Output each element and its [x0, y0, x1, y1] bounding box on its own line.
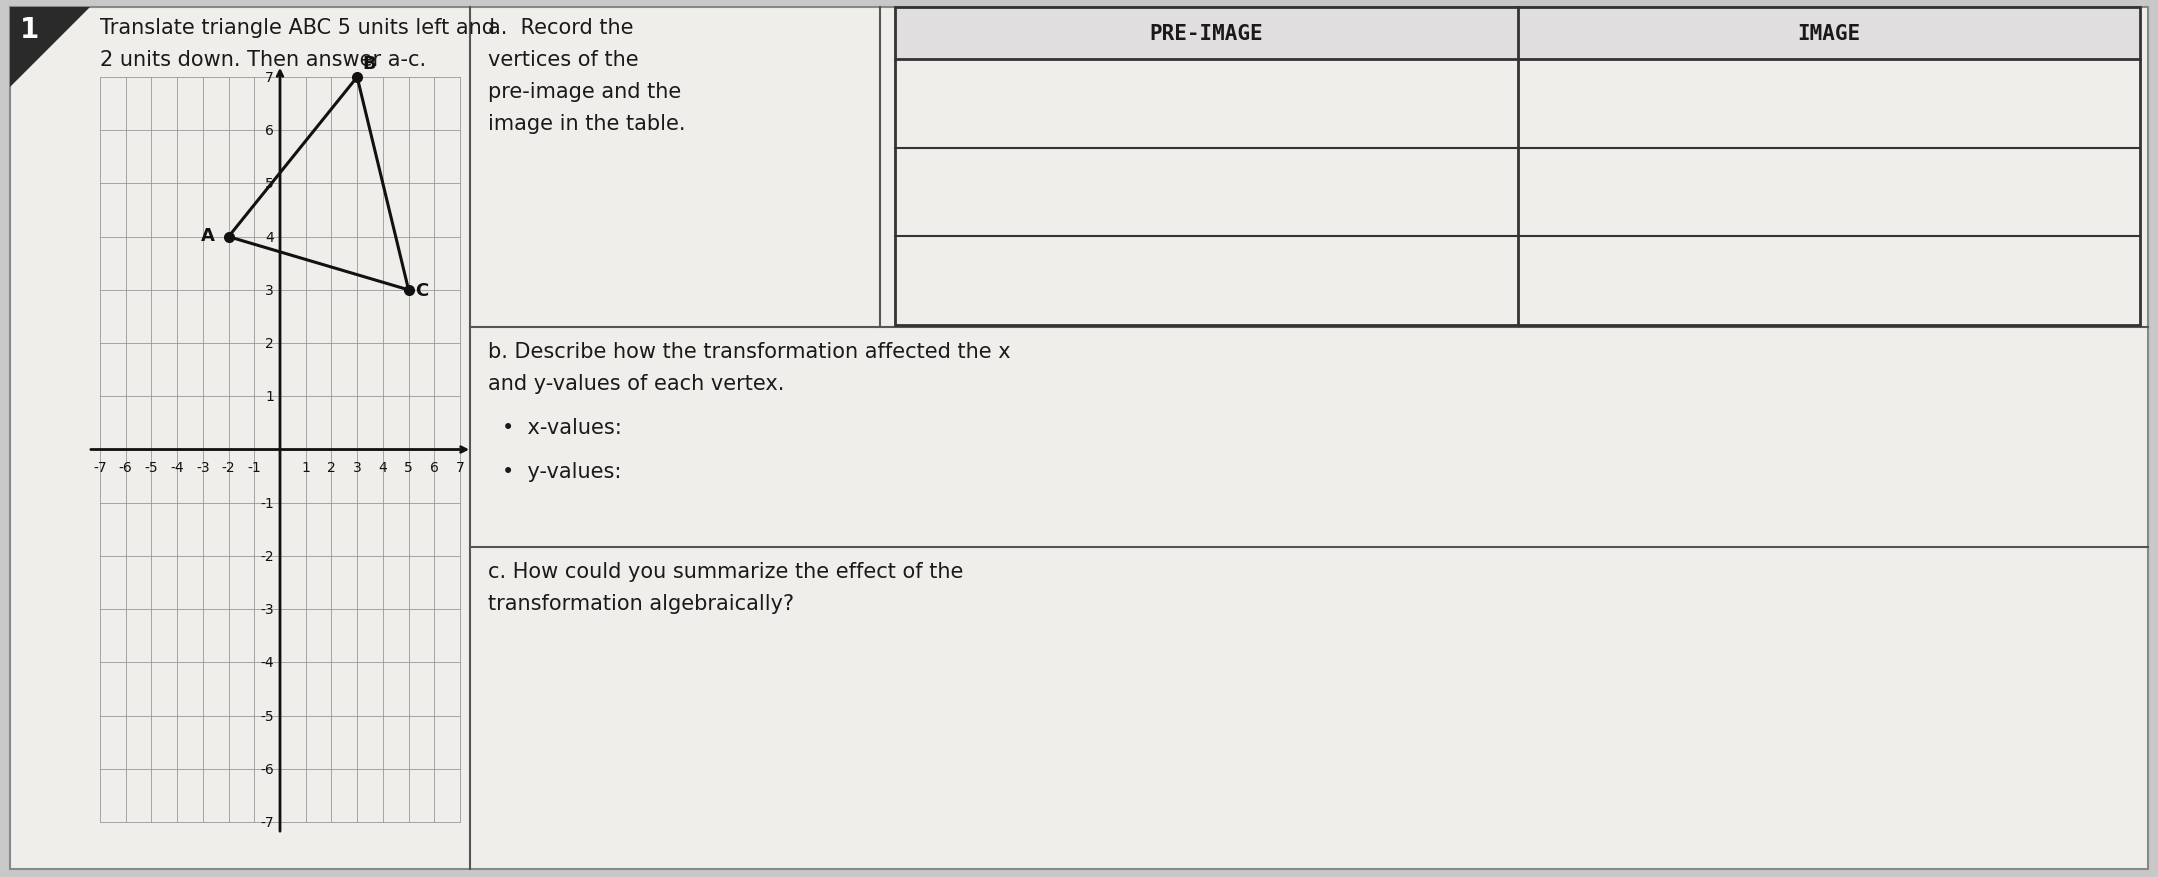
Text: -3: -3 [196, 460, 209, 474]
Text: a.  Record the: a. Record the [488, 18, 634, 38]
Bar [896, 8, 2141, 325]
Text: 7: 7 [455, 460, 464, 474]
Bar [896, 8, 2141, 60]
Text: -6: -6 [261, 762, 274, 776]
Text: 2: 2 [265, 337, 274, 351]
Text: 1: 1 [302, 460, 311, 474]
Text: C: C [416, 282, 429, 300]
Text: pre-image and the: pre-image and the [488, 82, 682, 102]
Text: transformation algebraically?: transformation algebraically? [488, 594, 794, 613]
Text: B: B [363, 55, 375, 73]
Text: and y-values of each vertex.: and y-values of each vertex. [488, 374, 783, 394]
Text: b. Describe how the transformation affected the x: b. Describe how the transformation affec… [488, 342, 1010, 361]
Text: 5: 5 [265, 177, 274, 191]
Text: -6: -6 [119, 460, 132, 474]
Text: •  x-values:: • x-values: [503, 417, 622, 438]
Text: -2: -2 [222, 460, 235, 474]
Text: -5: -5 [261, 709, 274, 723]
Text: 3: 3 [352, 460, 363, 474]
Text: 6: 6 [429, 460, 438, 474]
Text: -1: -1 [261, 496, 274, 510]
Text: IMAGE: IMAGE [1798, 24, 1860, 44]
Text: -7: -7 [261, 815, 274, 829]
Text: 2: 2 [328, 460, 337, 474]
Text: 4: 4 [378, 460, 386, 474]
Text: -3: -3 [261, 602, 274, 617]
Text: -2: -2 [261, 549, 274, 563]
Text: 1: 1 [19, 16, 39, 44]
Text: 6: 6 [265, 124, 274, 138]
Polygon shape [11, 8, 91, 88]
Text: 5: 5 [404, 460, 412, 474]
Text: c. How could you summarize the effect of the: c. How could you summarize the effect of… [488, 561, 962, 581]
Text: 4: 4 [265, 231, 274, 245]
Text: -7: -7 [93, 460, 106, 474]
Text: •  y-values:: • y-values: [503, 461, 622, 481]
Text: -4: -4 [261, 656, 274, 670]
Text: 7: 7 [265, 71, 274, 85]
Text: -1: -1 [248, 460, 261, 474]
Text: image in the table.: image in the table. [488, 114, 686, 134]
Text: -4: -4 [170, 460, 183, 474]
Text: 2 units down. Then answer a-c.: 2 units down. Then answer a-c. [99, 50, 425, 70]
Text: Translate triangle ABC 5 units left and: Translate triangle ABC 5 units left and [99, 18, 494, 38]
Text: 1: 1 [265, 390, 274, 403]
Text: 3: 3 [265, 283, 274, 297]
Text: vertices of the: vertices of the [488, 50, 639, 70]
Text: A: A [201, 226, 214, 245]
Text: PRE-IMAGE: PRE-IMAGE [1150, 24, 1262, 44]
Text: -5: -5 [145, 460, 158, 474]
